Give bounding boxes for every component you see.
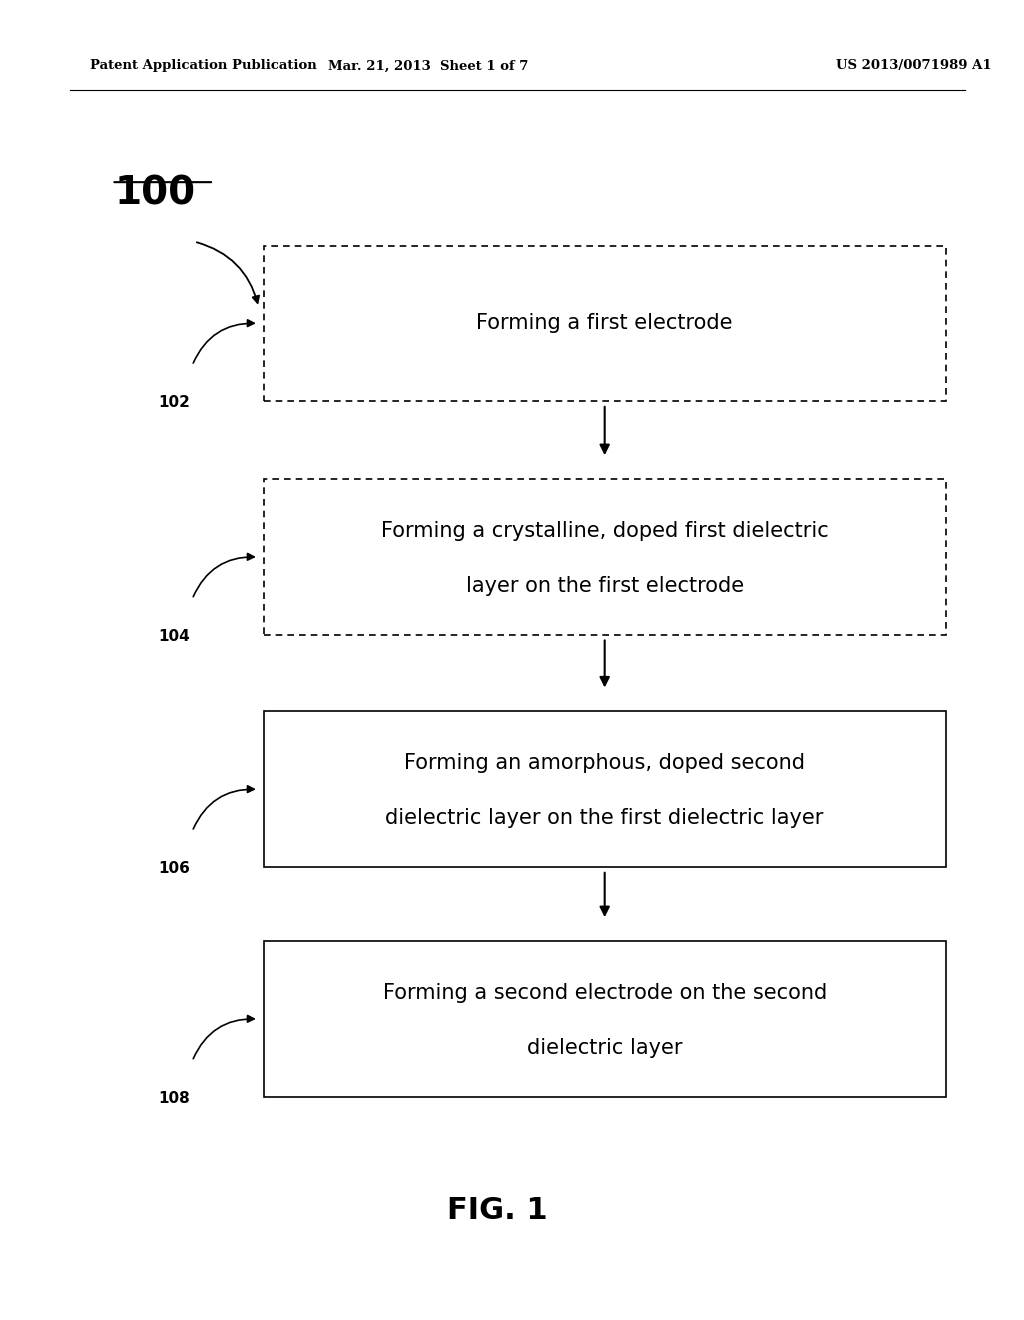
- Text: 106: 106: [159, 861, 190, 876]
- Text: dielectric layer: dielectric layer: [527, 1038, 682, 1059]
- Text: 104: 104: [159, 628, 190, 644]
- Text: Forming a second electrode on the second: Forming a second electrode on the second: [383, 982, 826, 1003]
- Text: 102: 102: [159, 395, 190, 411]
- Text: Forming a first electrode: Forming a first electrode: [476, 313, 733, 334]
- Text: Forming an amorphous, doped second: Forming an amorphous, doped second: [404, 752, 805, 774]
- Text: FIG. 1: FIG. 1: [447, 1196, 548, 1225]
- FancyBboxPatch shape: [264, 711, 945, 867]
- Text: US 2013/0071989 A1: US 2013/0071989 A1: [836, 59, 991, 73]
- Text: Forming a crystalline, doped first dielectric: Forming a crystalline, doped first diele…: [381, 520, 828, 541]
- FancyBboxPatch shape: [264, 246, 945, 401]
- Text: 100: 100: [115, 174, 196, 213]
- Text: dielectric layer on the first dielectric layer: dielectric layer on the first dielectric…: [385, 808, 824, 829]
- FancyBboxPatch shape: [264, 941, 945, 1097]
- Text: Patent Application Publication: Patent Application Publication: [89, 59, 316, 73]
- Text: Mar. 21, 2013  Sheet 1 of 7: Mar. 21, 2013 Sheet 1 of 7: [328, 59, 528, 73]
- Text: layer on the first electrode: layer on the first electrode: [466, 576, 743, 597]
- Text: 108: 108: [159, 1090, 190, 1106]
- FancyBboxPatch shape: [264, 479, 945, 635]
